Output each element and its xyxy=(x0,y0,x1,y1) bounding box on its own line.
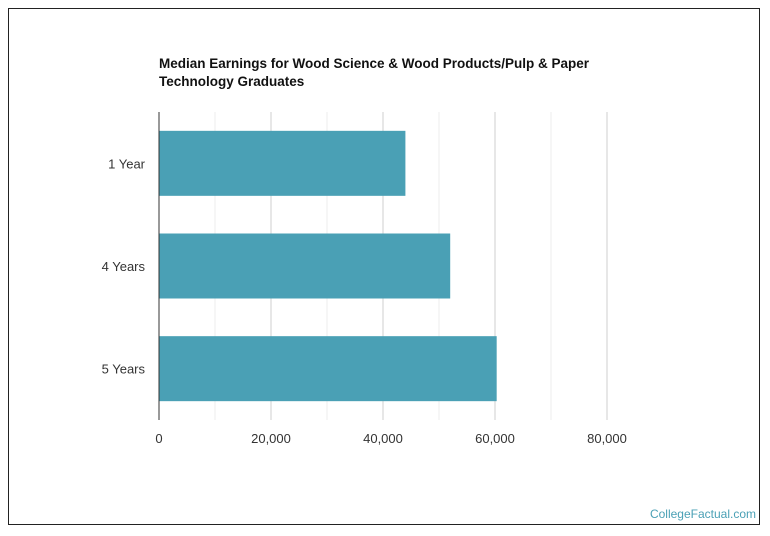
collegefactual-watermark[interactable]: CollegeFactual.com xyxy=(649,507,756,521)
x-tick-label: 80,000 xyxy=(587,431,627,446)
x-tick-label: 40,000 xyxy=(363,431,403,446)
x-tick-label: 20,000 xyxy=(251,431,291,446)
bar-5-years xyxy=(159,336,497,402)
y-category-label: 5 Years xyxy=(102,362,146,377)
x-tick-label: 0 xyxy=(155,431,162,446)
x-tick-label: 60,000 xyxy=(475,431,515,446)
bar-4-years xyxy=(159,233,451,299)
chart-title: Median Earnings for Wood Science & Wood … xyxy=(159,56,590,89)
y-category-label: 1 Year xyxy=(108,156,146,171)
bar-1-year xyxy=(159,130,406,196)
y-category-label: 4 Years xyxy=(102,259,146,274)
